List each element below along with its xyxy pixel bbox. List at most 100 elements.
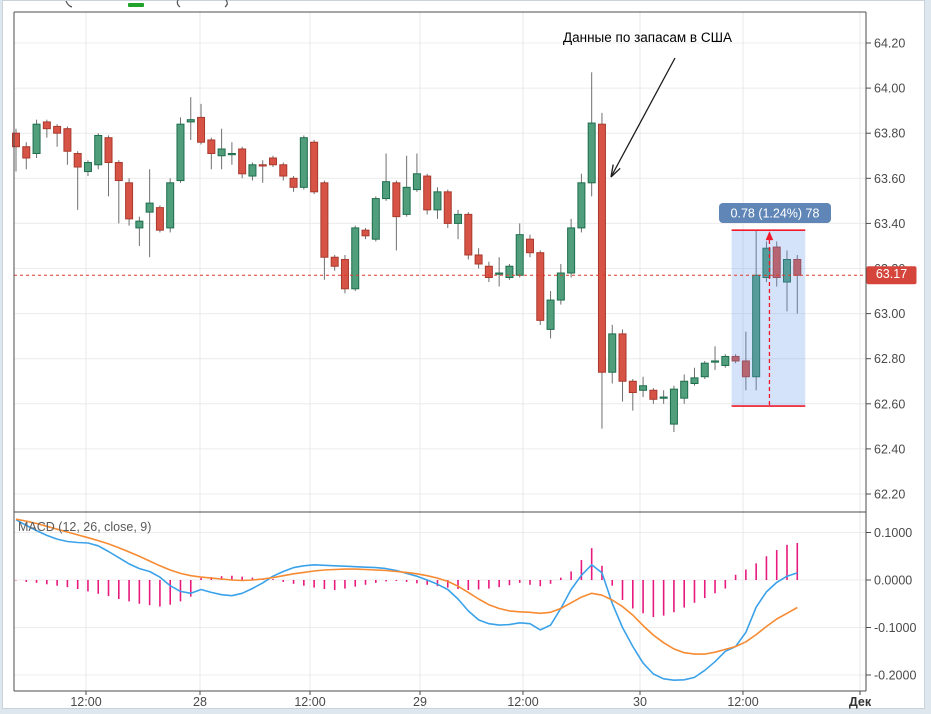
candle-down	[114, 162, 123, 182]
candle-up	[515, 234, 524, 276]
candle-up	[577, 182, 586, 229]
measure-region[interactable]	[731, 230, 806, 407]
candle-down	[597, 123, 606, 373]
candle-down	[53, 125, 62, 134]
candle-down	[649, 389, 658, 400]
legend-fragment-icon	[65, 0, 73, 8]
time-axis-label: 30	[633, 695, 647, 709]
time-axis-label: 12:00	[70, 695, 101, 709]
candle-up	[495, 272, 504, 275]
candle-up	[145, 202, 154, 213]
candle-up	[690, 377, 699, 385]
measure-arrowhead-icon	[765, 231, 774, 241]
pane-frame	[13, 11, 871, 695]
macd-line	[15, 519, 798, 682]
candle-up	[505, 265, 514, 279]
candle-down	[238, 148, 247, 175]
macd-indicator-label[interactable]: MACD (12, 26, close, 9)	[18, 520, 151, 534]
candle-down	[793, 258, 802, 276]
price-axis-label: 63.80	[874, 127, 905, 141]
axes-labels[interactable]: 64.2064.0063.8063.6063.4063.2063.0062.80…	[70, 37, 916, 710]
macd-axis-label: -0.2000	[874, 669, 916, 683]
candle-down	[269, 157, 277, 166]
candle-down	[340, 258, 349, 290]
candle-down	[772, 246, 781, 279]
candle-down	[464, 213, 473, 256]
price-axis-label: 63.60	[874, 172, 905, 186]
price-badge-text: 63.17	[876, 267, 907, 281]
candle-up	[680, 380, 689, 399]
legend-up-marker-icon	[128, 3, 144, 7]
candle-up	[382, 181, 391, 200]
candle-up	[608, 333, 617, 373]
candle-down	[258, 164, 267, 167]
candle-up	[227, 152, 236, 156]
candle-up	[371, 198, 380, 240]
candle-up	[721, 355, 730, 366]
candle-down	[310, 141, 319, 193]
candle-down	[526, 238, 534, 254]
candle-down	[330, 256, 339, 267]
time-axis-label: 12:00	[294, 695, 325, 709]
candle-up	[546, 299, 555, 330]
candle-down	[42, 121, 51, 130]
macd-axis-label: 0.0000	[874, 574, 912, 588]
candle-down	[474, 254, 483, 265]
gridlines	[14, 12, 866, 691]
macd-signal-line	[15, 518, 798, 655]
price-badge: 63.17	[866, 266, 917, 285]
price-axis-label: 62.80	[874, 352, 905, 366]
candle-up	[299, 137, 308, 188]
legend-fragment-icon	[224, 0, 228, 8]
price-axis-label: 62.60	[874, 397, 905, 411]
candle-up	[752, 274, 761, 378]
time-axis-label: Дек	[849, 695, 872, 709]
price-axis-label: 64.20	[874, 37, 905, 51]
candle-up	[711, 360, 720, 363]
candle-down	[155, 207, 164, 231]
candle-down	[741, 360, 750, 378]
candle-up	[433, 191, 442, 211]
candle-up	[176, 123, 185, 182]
candle-up	[783, 258, 791, 283]
price-axis-label: 63.00	[874, 307, 905, 321]
price-axis-label: 62.40	[874, 442, 905, 456]
candle-up	[402, 186, 411, 215]
measure-tool[interactable]	[731, 229, 806, 407]
candle-up	[700, 362, 709, 378]
candle-up	[412, 173, 421, 191]
annotation-arrow-line	[610, 57, 676, 178]
candle-up	[669, 388, 678, 425]
price-axis-label: 62.20	[874, 488, 905, 502]
candle-up	[556, 272, 565, 301]
time-axis-label: 29	[413, 695, 427, 709]
macd-axis-label: 0.1000	[874, 526, 912, 540]
candle-down	[392, 182, 401, 218]
candle-down	[279, 164, 288, 177]
candle-down	[207, 139, 216, 154]
candle-down	[628, 380, 637, 394]
candle-down	[320, 182, 329, 258]
candle-down	[536, 252, 545, 321]
clipped-legend-fragments	[65, 0, 228, 8]
measure-badge-background	[719, 203, 831, 223]
candle-down	[731, 355, 740, 362]
macd-pane[interactable]	[15, 518, 799, 682]
time-axis-label: 12:00	[727, 695, 758, 709]
legend-fragment-icon	[176, 0, 181, 8]
candle-up	[587, 122, 596, 184]
candles-layer[interactable]	[12, 72, 802, 432]
measure-badge[interactable]: 0.78 (1.24%) 78	[719, 203, 831, 223]
candle-down	[443, 191, 452, 224]
time-axis-label: 12:00	[507, 695, 538, 709]
candle-up	[32, 123, 41, 154]
candle-up	[166, 182, 175, 229]
candle-up	[248, 164, 257, 177]
annotation[interactable]: Данные по запасам в США	[563, 30, 732, 178]
candle-up	[186, 119, 195, 123]
measure-badge-text: 0.78 (1.24%) 78	[731, 207, 820, 221]
annotation-text[interactable]: Данные по запасам в США	[563, 30, 732, 45]
